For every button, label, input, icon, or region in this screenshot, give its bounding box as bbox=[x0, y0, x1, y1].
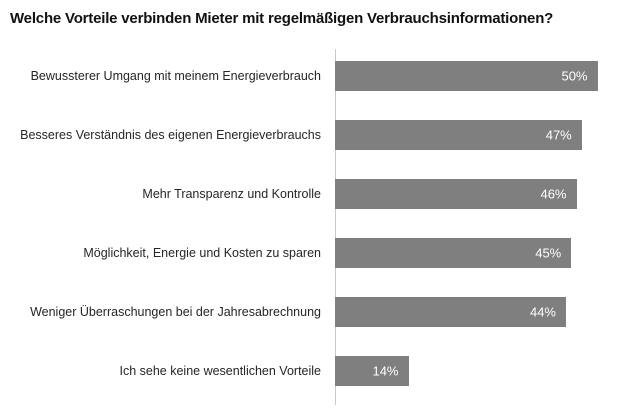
value-label: 45% bbox=[535, 245, 562, 261]
value-label: 44% bbox=[529, 304, 556, 320]
bar: 50% bbox=[335, 61, 598, 92]
chart-row: Mehr Transparenz und Kontrolle 46% bbox=[0, 165, 630, 224]
category-label: Besseres Verständnis des eigenen Energie… bbox=[20, 127, 321, 142]
value-label: 46% bbox=[540, 186, 567, 202]
bar: 45% bbox=[335, 238, 572, 269]
chart-row: Ich sehe keine wesentlichen Vorteile 14% bbox=[0, 342, 630, 401]
bar: 46% bbox=[335, 179, 577, 210]
bar-rows: Bewussterer Umgang mit meinem Energiever… bbox=[0, 47, 630, 401]
chart-row: Weniger Überraschungen bei der Jahresabr… bbox=[0, 283, 630, 342]
bar-track: 50% bbox=[335, 61, 608, 92]
bar-chart: Bewussterer Umgang mit meinem Energiever… bbox=[0, 47, 630, 405]
category-label: Ich sehe keine wesentlichen Vorteile bbox=[119, 363, 321, 378]
chart-row: Besseres Verständnis des eigenen Energie… bbox=[0, 106, 630, 165]
category-label: Mehr Transparenz und Kontrolle bbox=[142, 186, 321, 201]
bar: 14% bbox=[335, 356, 409, 387]
value-label: 50% bbox=[561, 68, 588, 84]
chart-title: Welche Vorteile verbinden Mieter mit reg… bbox=[10, 10, 554, 27]
category-label: Weniger Überraschungen bei der Jahresabr… bbox=[30, 304, 321, 319]
y-axis-line bbox=[335, 48, 336, 405]
bar-track: 46% bbox=[335, 179, 608, 210]
bar: 47% bbox=[335, 120, 582, 151]
bar-track: 44% bbox=[335, 297, 608, 328]
category-label: Bewussterer Umgang mit meinem Energiever… bbox=[30, 68, 321, 83]
bar-track: 45% bbox=[335, 238, 608, 269]
chart-row: Bewussterer Umgang mit meinem Energiever… bbox=[0, 47, 630, 106]
bar-track: 47% bbox=[335, 120, 608, 151]
category-label: Möglichkeit, Energie und Kosten zu spare… bbox=[83, 245, 321, 260]
bar: 44% bbox=[335, 297, 566, 328]
value-label: 47% bbox=[545, 127, 572, 143]
chart-row: Möglichkeit, Energie und Kosten zu spare… bbox=[0, 224, 630, 283]
value-label: 14% bbox=[372, 363, 399, 379]
bar-track: 14% bbox=[335, 356, 608, 387]
